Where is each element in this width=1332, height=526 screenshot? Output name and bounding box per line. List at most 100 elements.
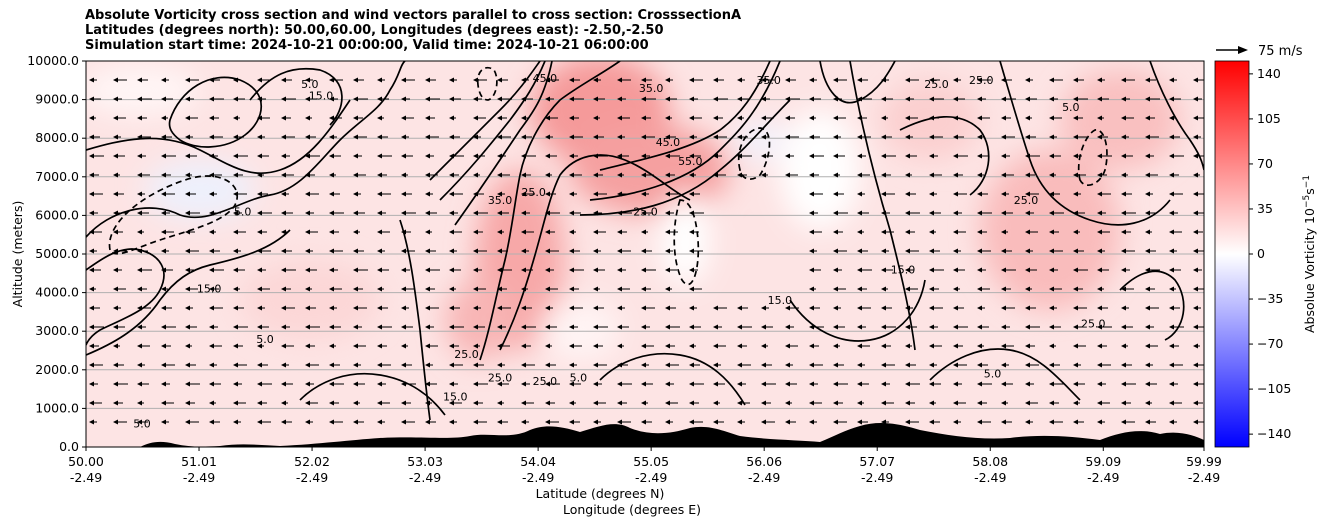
wind-arrow-icon — [497, 419, 508, 425]
wind-arrow-icon — [137, 191, 145, 197]
wind-arrow-icon — [1097, 115, 1104, 121]
wind-arrow-icon — [1193, 400, 1203, 406]
wind-arrow-icon — [185, 400, 195, 406]
wind-arrow-icon — [161, 191, 175, 197]
wind-arrow-icon — [305, 419, 313, 425]
wind-arrow-icon — [593, 381, 602, 387]
wind-arrow-icon — [977, 400, 987, 406]
wind-arrow-icon — [617, 343, 624, 349]
wind-arrow-icon — [113, 172, 120, 178]
wind-arrow-icon — [713, 324, 722, 330]
wind-arrow-icon — [1001, 381, 1013, 387]
wind-arrow-icon — [881, 172, 891, 178]
wind-arrow-icon — [209, 362, 217, 368]
wind-arrow-icon — [1097, 343, 1107, 349]
wind-arrow-icon — [785, 96, 800, 102]
wind-arrow-icon — [809, 172, 819, 178]
wind-arrow-icon — [257, 267, 266, 273]
wind-arrow-icon — [1001, 96, 1016, 102]
wind-arrow-icon — [1049, 172, 1056, 178]
wind-arrow-icon — [1097, 324, 1112, 330]
wind-arrow-icon — [737, 419, 745, 425]
y-axis-label: Altitude (meters) — [10, 201, 25, 308]
wind-arrow-icon — [1097, 77, 1105, 83]
wind-arrow-icon — [1049, 248, 1063, 254]
wind-arrow-icon — [665, 153, 680, 159]
wind-arrow-icon — [1121, 400, 1131, 406]
wind-arrow-icon — [809, 362, 823, 368]
wind-arrow-icon — [1145, 305, 1159, 311]
wind-arrow-icon — [881, 362, 895, 368]
wind-arrow-icon — [521, 400, 534, 406]
wind-arrow-icon — [473, 96, 482, 102]
wind-arrow-icon — [137, 248, 148, 254]
wind-arrow-icon — [209, 267, 224, 273]
wind-arrow-icon — [593, 96, 605, 102]
wind-arrow-icon — [401, 134, 409, 140]
wind-arrow-icon — [1073, 172, 1086, 178]
contour-label: 35.0 — [488, 194, 513, 207]
wind-arrow-icon — [473, 115, 486, 121]
wind-arrow-icon — [425, 400, 432, 406]
wind-arrow-icon — [377, 134, 388, 140]
wind-arrow-icon — [929, 286, 939, 292]
wind-arrow-icon — [1025, 248, 1033, 254]
wind-arrow-icon — [521, 229, 534, 235]
wind-arrow-icon — [497, 343, 510, 349]
wind-arrow-icon — [617, 267, 626, 273]
wind-arrow-icon — [641, 96, 656, 102]
wind-arrow-icon — [185, 115, 198, 121]
wind-arrow-icon — [497, 229, 504, 235]
wind-arrow-icon — [113, 248, 127, 254]
wind-arrow-icon — [617, 286, 630, 292]
contour-line — [86, 248, 165, 346]
wind-arrow-icon — [185, 210, 200, 216]
wind-arrow-icon — [161, 115, 168, 121]
wind-arrow-icon — [1025, 362, 1039, 368]
wind-arrow-icon — [905, 400, 915, 406]
wind-arrow-icon — [185, 191, 196, 197]
wind-arrow-icon — [689, 96, 698, 102]
wind-arrow-icon — [737, 172, 747, 178]
wind-arrow-icon — [521, 267, 533, 273]
quiver-key-arrowhead-icon — [1238, 46, 1248, 54]
wind-arrow-icon — [449, 419, 457, 425]
wind-arrow-icon — [137, 343, 150, 349]
wind-arrow-icon — [449, 381, 458, 387]
wind-arrow-icon — [305, 134, 316, 140]
wind-arrow-icon — [1193, 362, 1204, 368]
wind-arrow-icon — [617, 400, 627, 406]
wind-arrow-icon — [665, 115, 672, 121]
wind-arrow-icon — [1025, 210, 1034, 216]
wind-arrow-icon — [377, 267, 389, 273]
wind-arrow-icon — [185, 343, 192, 349]
wind-arrow-icon — [785, 362, 793, 368]
wind-arrow-icon — [761, 134, 769, 140]
wind-arrow-icon — [761, 324, 773, 330]
wind-arrow-icon — [737, 96, 749, 102]
colorbar-ticks: 140 105 70 35 0 −35 −70 −105 −140 — [1249, 66, 1291, 441]
wind-arrow-icon — [977, 134, 985, 140]
wind-arrow-icon — [233, 210, 242, 216]
contour-line — [86, 99, 351, 175]
x-tick-label-lon: -2.49 — [70, 470, 102, 485]
colorbar-tick-label: 140 — [1257, 66, 1281, 81]
wind-arrow-icon — [833, 324, 845, 330]
wind-arrow-icon — [1025, 229, 1038, 235]
wind-arrow-icon — [953, 324, 968, 330]
contour-line — [589, 61, 781, 201]
title-line-2: Latitudes (degrees north): 50.00,60.00, … — [85, 23, 664, 38]
wind-arrow-icon — [401, 362, 412, 368]
terrain-silhouette — [86, 423, 1204, 447]
wind-arrow-icon — [1193, 210, 1204, 216]
wind-arrow-icon — [1193, 115, 1204, 121]
wind-arrow-icon — [161, 419, 169, 425]
wind-arrow-icon — [617, 172, 624, 178]
wind-arrow-icon — [929, 248, 940, 254]
wind-arrow-icon — [905, 381, 920, 387]
wind-arrow-icon — [953, 286, 960, 292]
wind-arrow-icon — [473, 134, 481, 140]
wind-arrow-icon — [713, 134, 727, 140]
wind-arrow-icon — [977, 305, 985, 311]
wind-arrow-icon — [113, 134, 121, 140]
